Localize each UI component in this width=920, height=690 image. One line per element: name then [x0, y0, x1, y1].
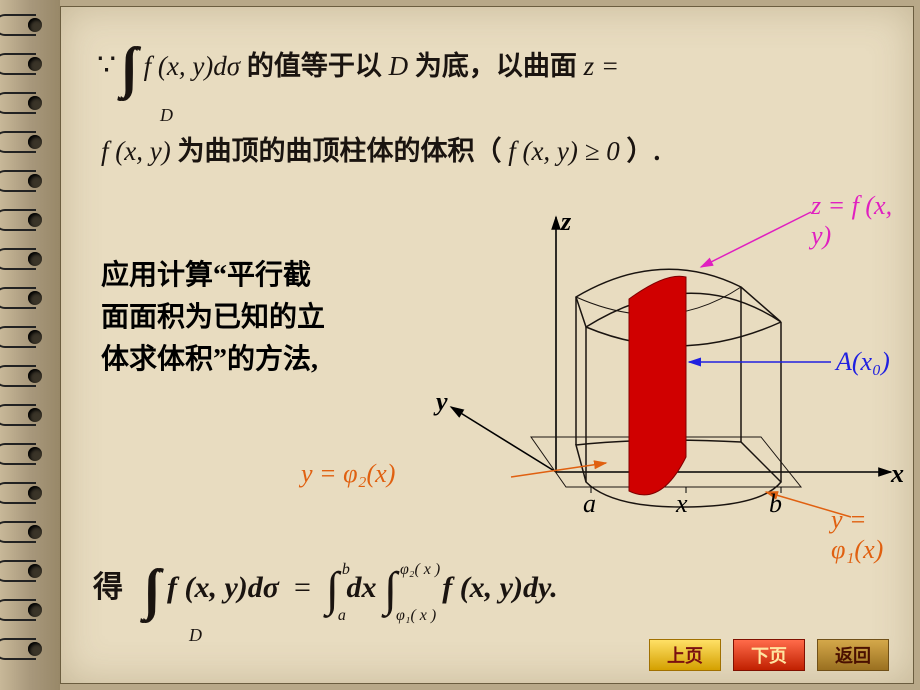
spiral-ring [0, 521, 36, 543]
y-axis [451, 407, 556, 472]
solid-diagram: z = f (x, y) A(x₀) y = φ₂(x) y = φ₁(x) z… [411, 207, 911, 507]
spiral-ring [0, 560, 36, 582]
math-line-1: ∵ ∫∫ D f (x, y)dσ 的值等于以 D 为底，以曲面 z = [97, 45, 619, 91]
spiral-ring [0, 131, 36, 153]
label-a: a [583, 489, 596, 519]
spiral-ring [0, 92, 36, 114]
integrand-1: f (x, y)dσ [144, 51, 241, 81]
spiral-ring [0, 326, 36, 348]
cn-text-2a: 为曲顶的曲顶柱体的体积（ [177, 136, 501, 166]
spiral-ring [0, 443, 36, 465]
result-dx: dx [347, 571, 377, 604]
arrow-phi2 [511, 463, 606, 477]
cn-text-1a: 的值等于以 [247, 51, 389, 81]
result-lhs: f (x, y)dσ [167, 571, 279, 604]
arrow-zfxy [701, 212, 811, 267]
next-button[interactable]: 下页 [733, 639, 805, 671]
spiral-ring [0, 287, 36, 309]
label-zfxy: z = f (x, y) [811, 191, 911, 251]
label-phi1: y = φ₁(x) [831, 505, 911, 565]
spiral-binding [0, 0, 60, 690]
condition: f (x, y) ≥ 0 [508, 136, 620, 166]
label-phi2: y = φ₂(x) [301, 459, 395, 489]
cn-text-1b: 为底，以曲面 [415, 51, 584, 81]
result-de: 得 [93, 571, 123, 604]
method-text: 应用计算“平行截 面面积为已知的立 体求体积”的方法, [101, 255, 325, 381]
spiral-ring [0, 14, 36, 36]
spiral-ring [0, 365, 36, 387]
lim-phi2: φ₂( x ) [400, 559, 440, 581]
label-b: b [769, 489, 782, 519]
axis-y-label: y [436, 387, 448, 417]
integral-domain-D-2: D [189, 623, 202, 648]
lim-a: a [338, 605, 346, 627]
spiral-ring [0, 599, 36, 621]
spiral-ring [0, 404, 36, 426]
prev-button[interactable]: 上页 [649, 639, 721, 671]
spiral-ring [0, 638, 36, 660]
result-eq: = [294, 571, 311, 604]
fxy: f (x, y) [101, 136, 171, 166]
cn-text-2b: ）. [626, 136, 660, 166]
axis-x-label: x [891, 459, 904, 489]
label-Ax0: A(x₀) [836, 347, 890, 377]
because-symbol: ∵ [97, 49, 116, 82]
spiral-ring [0, 170, 36, 192]
result-rhs: f (x, y)dy. [442, 571, 558, 604]
method-l1: 应用计算“平行截 [101, 255, 325, 297]
lim-phi1: φ₁( x ) [396, 605, 436, 627]
inner-integral: ∫ φ₂( x ) φ₁( x ) [384, 567, 397, 609]
spiral-ring [0, 482, 36, 504]
result-line: 得 ∫∫ D f (x, y)dσ = ∫ b a dx ∫ φ₂( x ) φ… [93, 567, 558, 613]
slide-page: ∵ ∫∫ D f (x, y)dσ 的值等于以 D 为底，以曲面 z = f (… [60, 6, 914, 684]
integral-domain-D: D [160, 103, 173, 128]
axis-z-label: z [561, 207, 571, 237]
spiral-ring [0, 209, 36, 231]
region-D: D [389, 51, 409, 81]
back-button[interactable]: 返回 [817, 639, 889, 671]
math-line-2: f (x, y) 为曲顶的曲顶柱体的体积（ f (x, y) ≥ 0 ）. [101, 133, 660, 171]
method-l3: 体求体积”的方法, [101, 339, 325, 381]
lim-b: b [342, 559, 350, 581]
outer-integral: ∫ b a [326, 567, 339, 609]
method-l2: 面面积为已知的立 [101, 297, 325, 339]
spiral-ring [0, 53, 36, 75]
cross-section [629, 276, 686, 495]
label-x-tick: x [676, 489, 688, 519]
z-equals: z = [584, 51, 619, 81]
spiral-ring [0, 248, 36, 270]
